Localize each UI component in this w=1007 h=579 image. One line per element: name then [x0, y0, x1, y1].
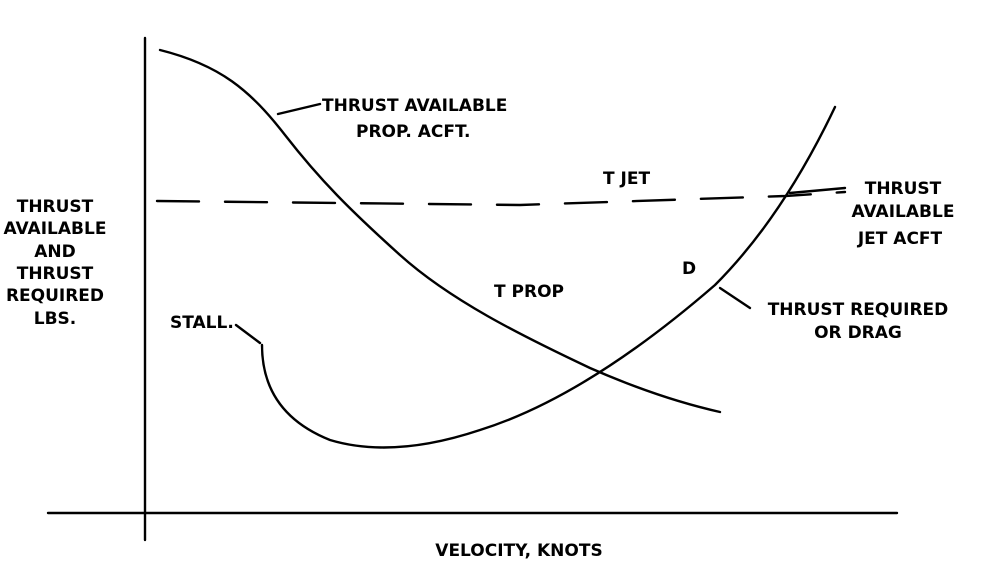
prop-description-line1: THRUST AVAILABLE — [322, 96, 507, 116]
jet-description-line2: AVAILABLE — [852, 202, 955, 222]
prop-series-label: T PROP — [494, 282, 564, 302]
svg-text:AND: AND — [34, 242, 76, 262]
stall-label-arrow — [234, 323, 262, 345]
jet-description-line3: JET ACFT — [857, 229, 943, 249]
jet-label-arrow — [788, 186, 847, 195]
svg-text:AVAILABLE: AVAILABLE — [4, 219, 107, 239]
jet-description-line1: THRUST — [865, 179, 942, 199]
drag-description-line1: THRUST REQUIRED — [768, 300, 949, 320]
y-axis-label: THRUST AVAILABLE AND THRUST REQUIRED LBS… — [4, 197, 107, 329]
jet-series-label: T JET — [603, 169, 650, 189]
x-axis-label: VELOCITY, KNOTS — [435, 541, 602, 561]
drag-label-arrow — [718, 286, 752, 310]
prop-thrust-curve — [158, 48, 722, 414]
leader-arrows — [234, 102, 847, 345]
svg-text:THRUST: THRUST — [17, 264, 94, 284]
drag-curve — [260, 105, 837, 449]
svg-text:LBS.: LBS. — [34, 309, 77, 329]
stall-annotation: STALL. — [170, 313, 234, 333]
prop-label-arrow — [276, 102, 322, 116]
jet-thrust-line — [155, 190, 847, 207]
svg-text:REQUIRED: REQUIRED — [6, 286, 104, 306]
drag-description-line2: OR DRAG — [814, 323, 902, 343]
prop-description-line2: PROP. ACFT. — [356, 122, 470, 142]
svg-text:THRUST: THRUST — [17, 197, 94, 217]
drag-series-label: D — [682, 259, 696, 279]
